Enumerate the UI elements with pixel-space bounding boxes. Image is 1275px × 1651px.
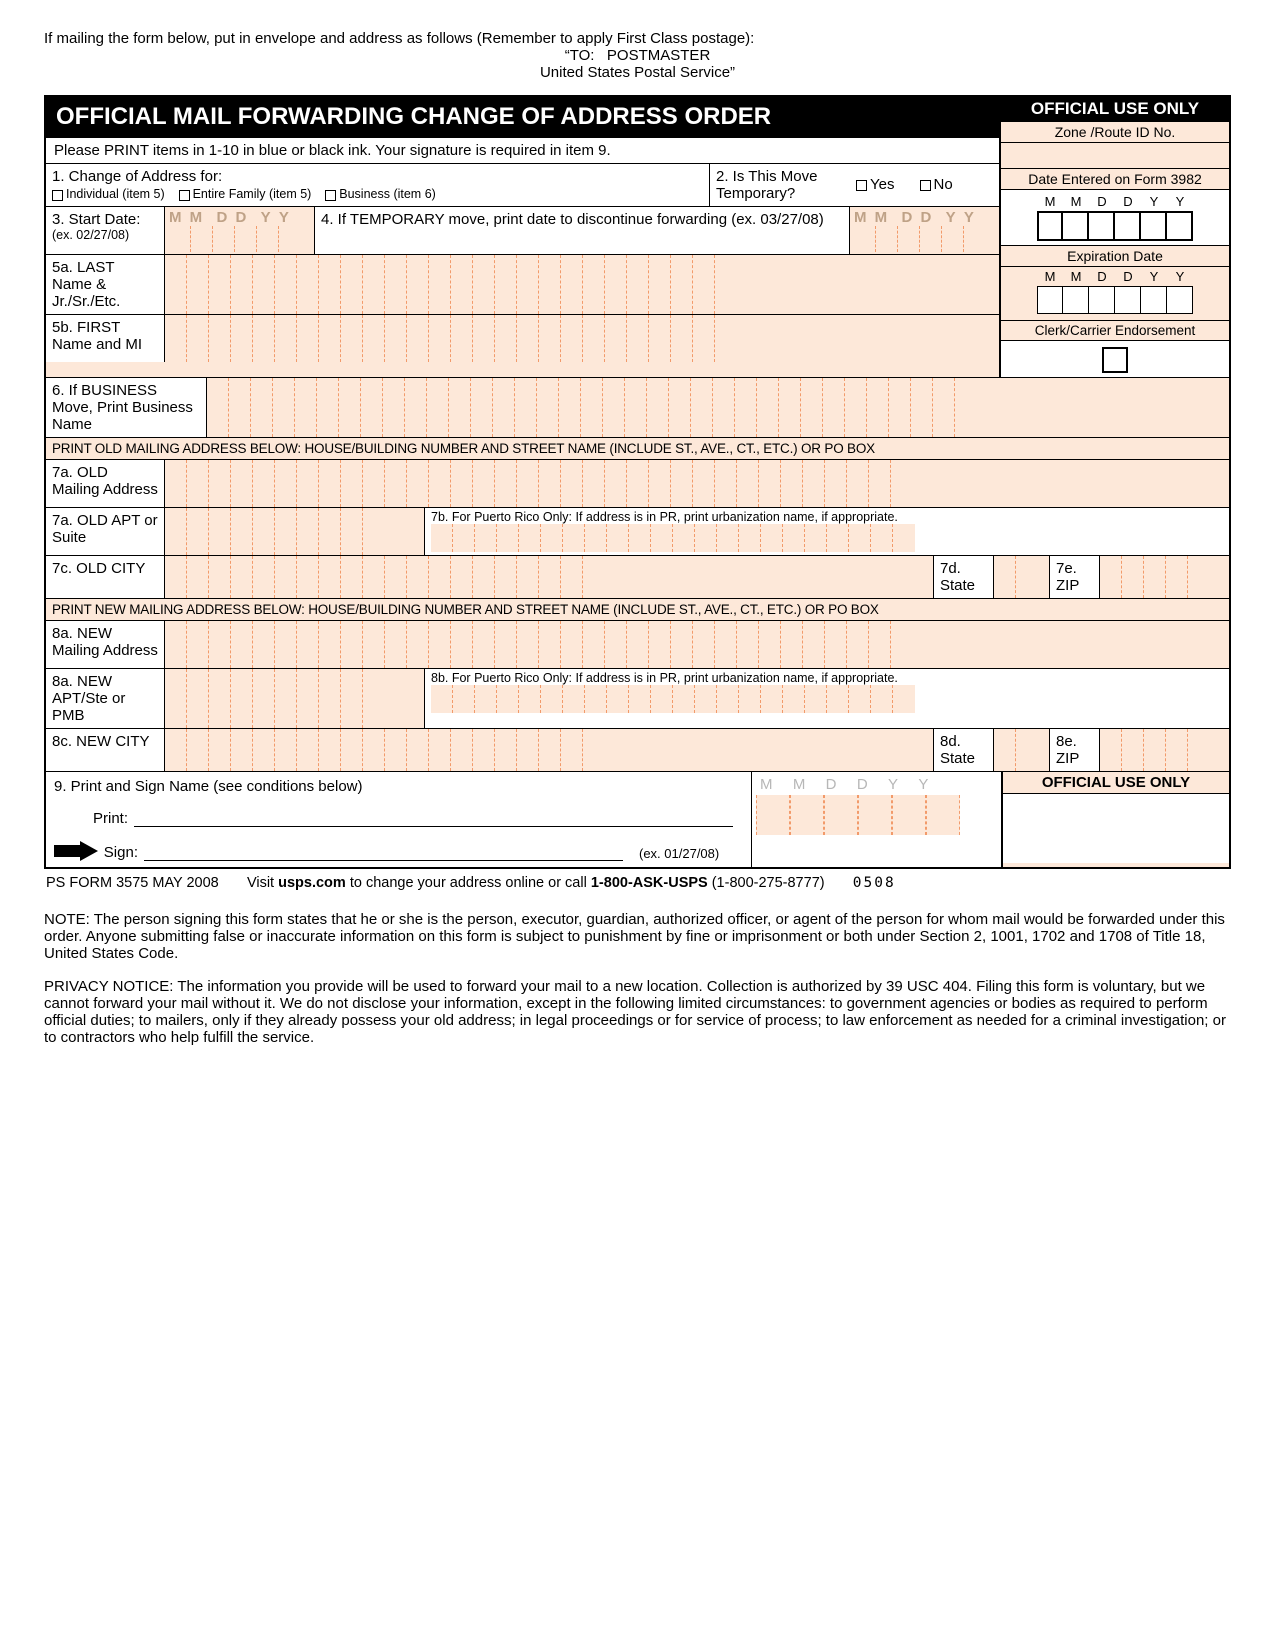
note-text: NOTE: The person signing this form state… — [44, 911, 1231, 962]
q8e-input[interactable] — [1100, 729, 1229, 771]
q2-label: 2. Is This Move Temporary? — [716, 168, 836, 202]
q8a-input[interactable] — [165, 621, 1229, 668]
q8a-label: 8a. NEW Mailing Address — [46, 621, 164, 668]
expiration-hint: MMDDYY — [1003, 269, 1227, 284]
q7b-input[interactable] — [431, 524, 1223, 552]
notes-section: NOTE: The person signing this form state… — [44, 911, 1231, 1046]
q8c-input[interactable] — [165, 729, 933, 771]
q7c-label: 7c. OLD CITY — [46, 556, 164, 598]
old-address-header: PRINT OLD MAILING ADDRESS BELOW: HOUSE/B… — [46, 437, 1229, 459]
q2-yes-checkbox[interactable] — [856, 177, 870, 194]
date-3982-label: Date Entered on Form 3982 — [1001, 168, 1229, 189]
zone-route-input[interactable] — [1001, 142, 1229, 168]
q8d-input[interactable] — [994, 729, 1049, 771]
q9-example: (ex. 01/27/08) — [633, 846, 743, 861]
q9-print-label: Print: — [54, 810, 134, 827]
q9-sign-input[interactable] — [144, 843, 623, 861]
q7a2-label: 7a. OLD APT or Suite — [46, 508, 164, 555]
form-footer: PS FORM 3575 MAY 2008 Visit usps.com to … — [44, 869, 1231, 891]
q1-individual-label: Individual (item 5) — [66, 187, 165, 201]
q8b-input[interactable] — [431, 685, 1223, 713]
q7a-label: 7a. OLD Mailing Address — [46, 460, 164, 507]
q1-family-checkbox[interactable] — [179, 188, 193, 202]
q3-date-input[interactable] — [169, 226, 310, 252]
q5a-label: 5a. LAST Name & Jr./Sr./Etc. — [46, 255, 164, 314]
form-code: 0508 — [853, 875, 896, 891]
q7d-input[interactable] — [994, 556, 1049, 598]
q9-sign-label: Sign: — [98, 844, 144, 861]
q1-business-checkbox[interactable] — [325, 188, 339, 202]
q3-hint: M M D D Y Y — [169, 209, 310, 226]
endorsement-label: Clerk/Carrier Endorsement — [1001, 320, 1229, 340]
q8c-label: 8c. NEW CITY — [46, 729, 164, 771]
new-address-header: PRINT NEW MAILING ADDRESS BELOW: HOUSE/B… — [46, 598, 1229, 620]
q4-label: 4. If TEMPORARY move, print date to disc… — [321, 211, 843, 228]
q4-hint: M M D D Y Y — [854, 209, 995, 226]
q2-no-checkbox[interactable] — [920, 177, 934, 194]
date-3982-input[interactable] — [1003, 211, 1227, 241]
q9-date-input[interactable] — [756, 795, 997, 835]
zone-route-label: Zone /Route ID No. — [1001, 121, 1229, 142]
q1-business-label: Business (item 6) — [339, 187, 436, 201]
q7a2-input[interactable] — [165, 508, 424, 555]
q7d-label: 7d. State — [933, 556, 993, 598]
q3-example: (ex. 02/27/08) — [52, 228, 158, 242]
q2-yes-label: Yes — [870, 176, 894, 193]
q7e-input[interactable] — [1100, 556, 1229, 598]
official-use-footer: OFFICIAL USE ONLY — [1003, 772, 1229, 793]
q9-print-input[interactable] — [134, 809, 733, 827]
form-title: OFFICIAL MAIL FORWARDING CHANGE OF ADDRE… — [56, 103, 989, 131]
sign-arrow-icon — [54, 841, 98, 861]
privacy-text: PRIVACY NOTICE: The information you prov… — [44, 978, 1231, 1046]
q6-input[interactable] — [207, 378, 1229, 437]
q8e-label: 8e. ZIP — [1049, 729, 1099, 771]
q5b-input[interactable] — [165, 315, 999, 362]
q9-label: 9. Print and Sign Name (see conditions b… — [54, 778, 743, 795]
print-instructions: Please PRINT items in 1-10 in blue or bl… — [46, 137, 999, 163]
date-3982-hint: MMDDYY — [1003, 194, 1227, 209]
q1-label: 1. Change of Address for: — [52, 168, 703, 185]
q3-label: 3. Start Date: — [52, 211, 158, 228]
mailing-line2: “TO: POSTMASTER — [44, 47, 1231, 64]
mailing-line3: United States Postal Service” — [44, 64, 1231, 81]
q4-date-input[interactable] — [854, 226, 995, 252]
mailing-instructions: If mailing the form below, put in envelo… — [44, 30, 1231, 81]
form-title-bar: OFFICIAL MAIL FORWARDING CHANGE OF ADDRE… — [46, 97, 999, 137]
q8a2-input[interactable] — [165, 669, 424, 728]
expiration-input[interactable] — [1003, 286, 1227, 314]
q8b-label: 8b. For Puerto Rico Only: If address is … — [431, 671, 1223, 685]
q8a2-label: 8a. NEW APT/Ste or PMB — [46, 669, 164, 728]
official-use-header: OFFICIAL USE ONLY — [1001, 97, 1229, 121]
q6-label: 6. If BUSINESS Move, Print Business Name — [46, 378, 206, 437]
expiration-label: Expiration Date — [1001, 245, 1229, 266]
form-3575: OFFICIAL MAIL FORWARDING CHANGE OF ADDRE… — [44, 95, 1231, 869]
q7a-input[interactable] — [165, 460, 1229, 507]
endorsement-input[interactable] — [1005, 347, 1225, 373]
usps-phone: 1-800-ASK-USPS — [591, 875, 708, 891]
q1-individual-checkbox[interactable] — [52, 188, 66, 202]
q9-date-hint: M M D D Y Y — [756, 776, 997, 793]
q5a-input[interactable] — [165, 255, 999, 314]
official-use-box[interactable] — [1003, 793, 1229, 863]
q5b-label: 5b. FIRST Name and MI — [46, 315, 164, 362]
q7c-input[interactable] — [165, 556, 933, 598]
q2-no-label: No — [934, 176, 953, 193]
q1-family-label: Entire Family (item 5) — [193, 187, 312, 201]
q7b-label: 7b. For Puerto Rico Only: If address is … — [431, 510, 1223, 524]
q8d-label: 8d. State — [933, 729, 993, 771]
mailing-line1: If mailing the form below, put in envelo… — [44, 30, 1231, 47]
form-number: PS FORM 3575 MAY 2008 — [46, 875, 219, 891]
usps-url: usps.com — [278, 875, 346, 891]
q7e-label: 7e. ZIP — [1049, 556, 1099, 598]
